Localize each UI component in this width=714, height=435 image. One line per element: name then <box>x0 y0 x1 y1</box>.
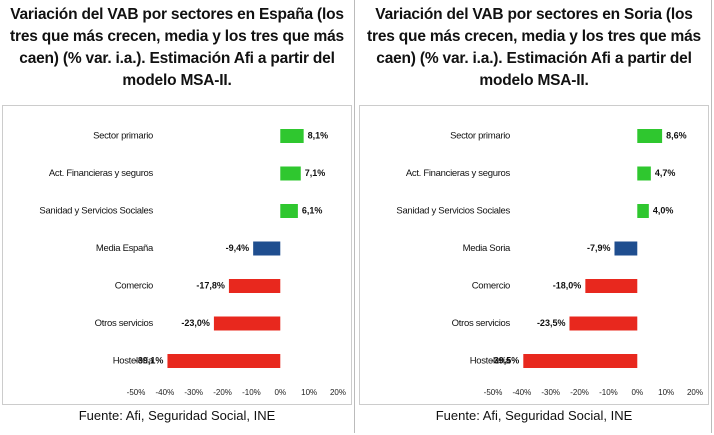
source-note: Fuente: Afi, Seguridad Social, INE <box>435 408 633 423</box>
chart-panel: Variación del VAB por sectores en Soria … <box>357 0 712 433</box>
chart-title: Variación del VAB por sectores en España… <box>10 6 344 89</box>
x-tick-label: -10% <box>242 388 261 397</box>
x-tick-label: 10% <box>301 388 317 397</box>
bar <box>253 241 281 256</box>
x-tick-label: 10% <box>658 388 674 397</box>
data-label: -39,1% <box>135 355 164 365</box>
x-tick-label: -50% <box>484 388 503 397</box>
bar <box>228 279 281 293</box>
x-tick-label: 20% <box>687 388 703 397</box>
category-label: Comercio <box>115 281 153 292</box>
x-tick-label: 20% <box>330 388 346 397</box>
category-label: Media Soria <box>463 243 511 254</box>
category-label: Otros servicios <box>95 318 154 329</box>
data-label: -17,8% <box>196 280 225 290</box>
data-label: -23,5% <box>537 318 566 328</box>
bar <box>280 204 298 218</box>
x-tick-label: -30% <box>541 388 560 397</box>
category-label: Sector primario <box>450 131 510 142</box>
x-tick-label: -40% <box>156 388 175 397</box>
category-label: Act. Financieras y seguros <box>49 168 154 179</box>
bar <box>280 166 301 181</box>
bar <box>167 354 281 368</box>
bar <box>585 279 638 293</box>
data-label: 8,6% <box>666 130 687 140</box>
category-label: Comercio <box>472 281 510 292</box>
x-tick-label: -20% <box>213 388 232 397</box>
data-label: -39,5% <box>491 355 520 365</box>
category-label: Sector primario <box>93 131 153 142</box>
category-label: Media España <box>96 243 154 254</box>
data-label: -23,0% <box>181 318 210 328</box>
x-tick-label: 0% <box>632 388 644 397</box>
data-label: 8,1% <box>308 130 329 140</box>
data-label: 6,1% <box>302 205 323 215</box>
x-tick-label: -50% <box>127 388 146 397</box>
category-label: Sanidad y Servicios Sociales <box>39 206 153 217</box>
data-label: -18,0% <box>553 280 582 290</box>
category-label: Hostelería <box>470 356 511 367</box>
bar <box>569 316 638 331</box>
data-label: 7,1% <box>305 168 326 178</box>
category-label: Act. Financieras y seguros <box>406 168 511 179</box>
x-tick-label: -10% <box>599 388 618 397</box>
category-label: Otros servicios <box>452 318 511 329</box>
bar <box>213 316 281 331</box>
bar <box>637 204 649 218</box>
bar <box>637 166 651 181</box>
chart-title: Variación del VAB por sectores en Soria … <box>367 6 701 89</box>
chart-panel: Variación del VAB por sectores en España… <box>0 0 355 433</box>
bar <box>637 129 663 143</box>
category-label: Sanidad y Servicios Sociales <box>396 206 510 217</box>
data-label: -7,9% <box>587 243 611 253</box>
x-tick-label: 0% <box>275 388 287 397</box>
x-tick-label: -40% <box>513 388 532 397</box>
chart: -50% -40% -30% -20% -10% 0% 10% 20% Sector prima… <box>2 105 352 405</box>
bar <box>523 354 638 368</box>
source-note: Fuente: Afi, Seguridad Social, INE <box>78 408 276 423</box>
x-tick-label: -30% <box>184 388 203 397</box>
category-label: Hostelería <box>113 356 154 367</box>
data-label: 4,0% <box>653 205 674 215</box>
x-tick-label: -20% <box>570 388 589 397</box>
bar <box>614 241 638 256</box>
bar <box>280 129 304 143</box>
data-label: -9,4% <box>226 243 250 253</box>
data-label: 4,7% <box>655 168 676 178</box>
chart: -50% -40% -30% -20% -10% 0% 10% 20% Sector prima… <box>359 105 709 405</box>
